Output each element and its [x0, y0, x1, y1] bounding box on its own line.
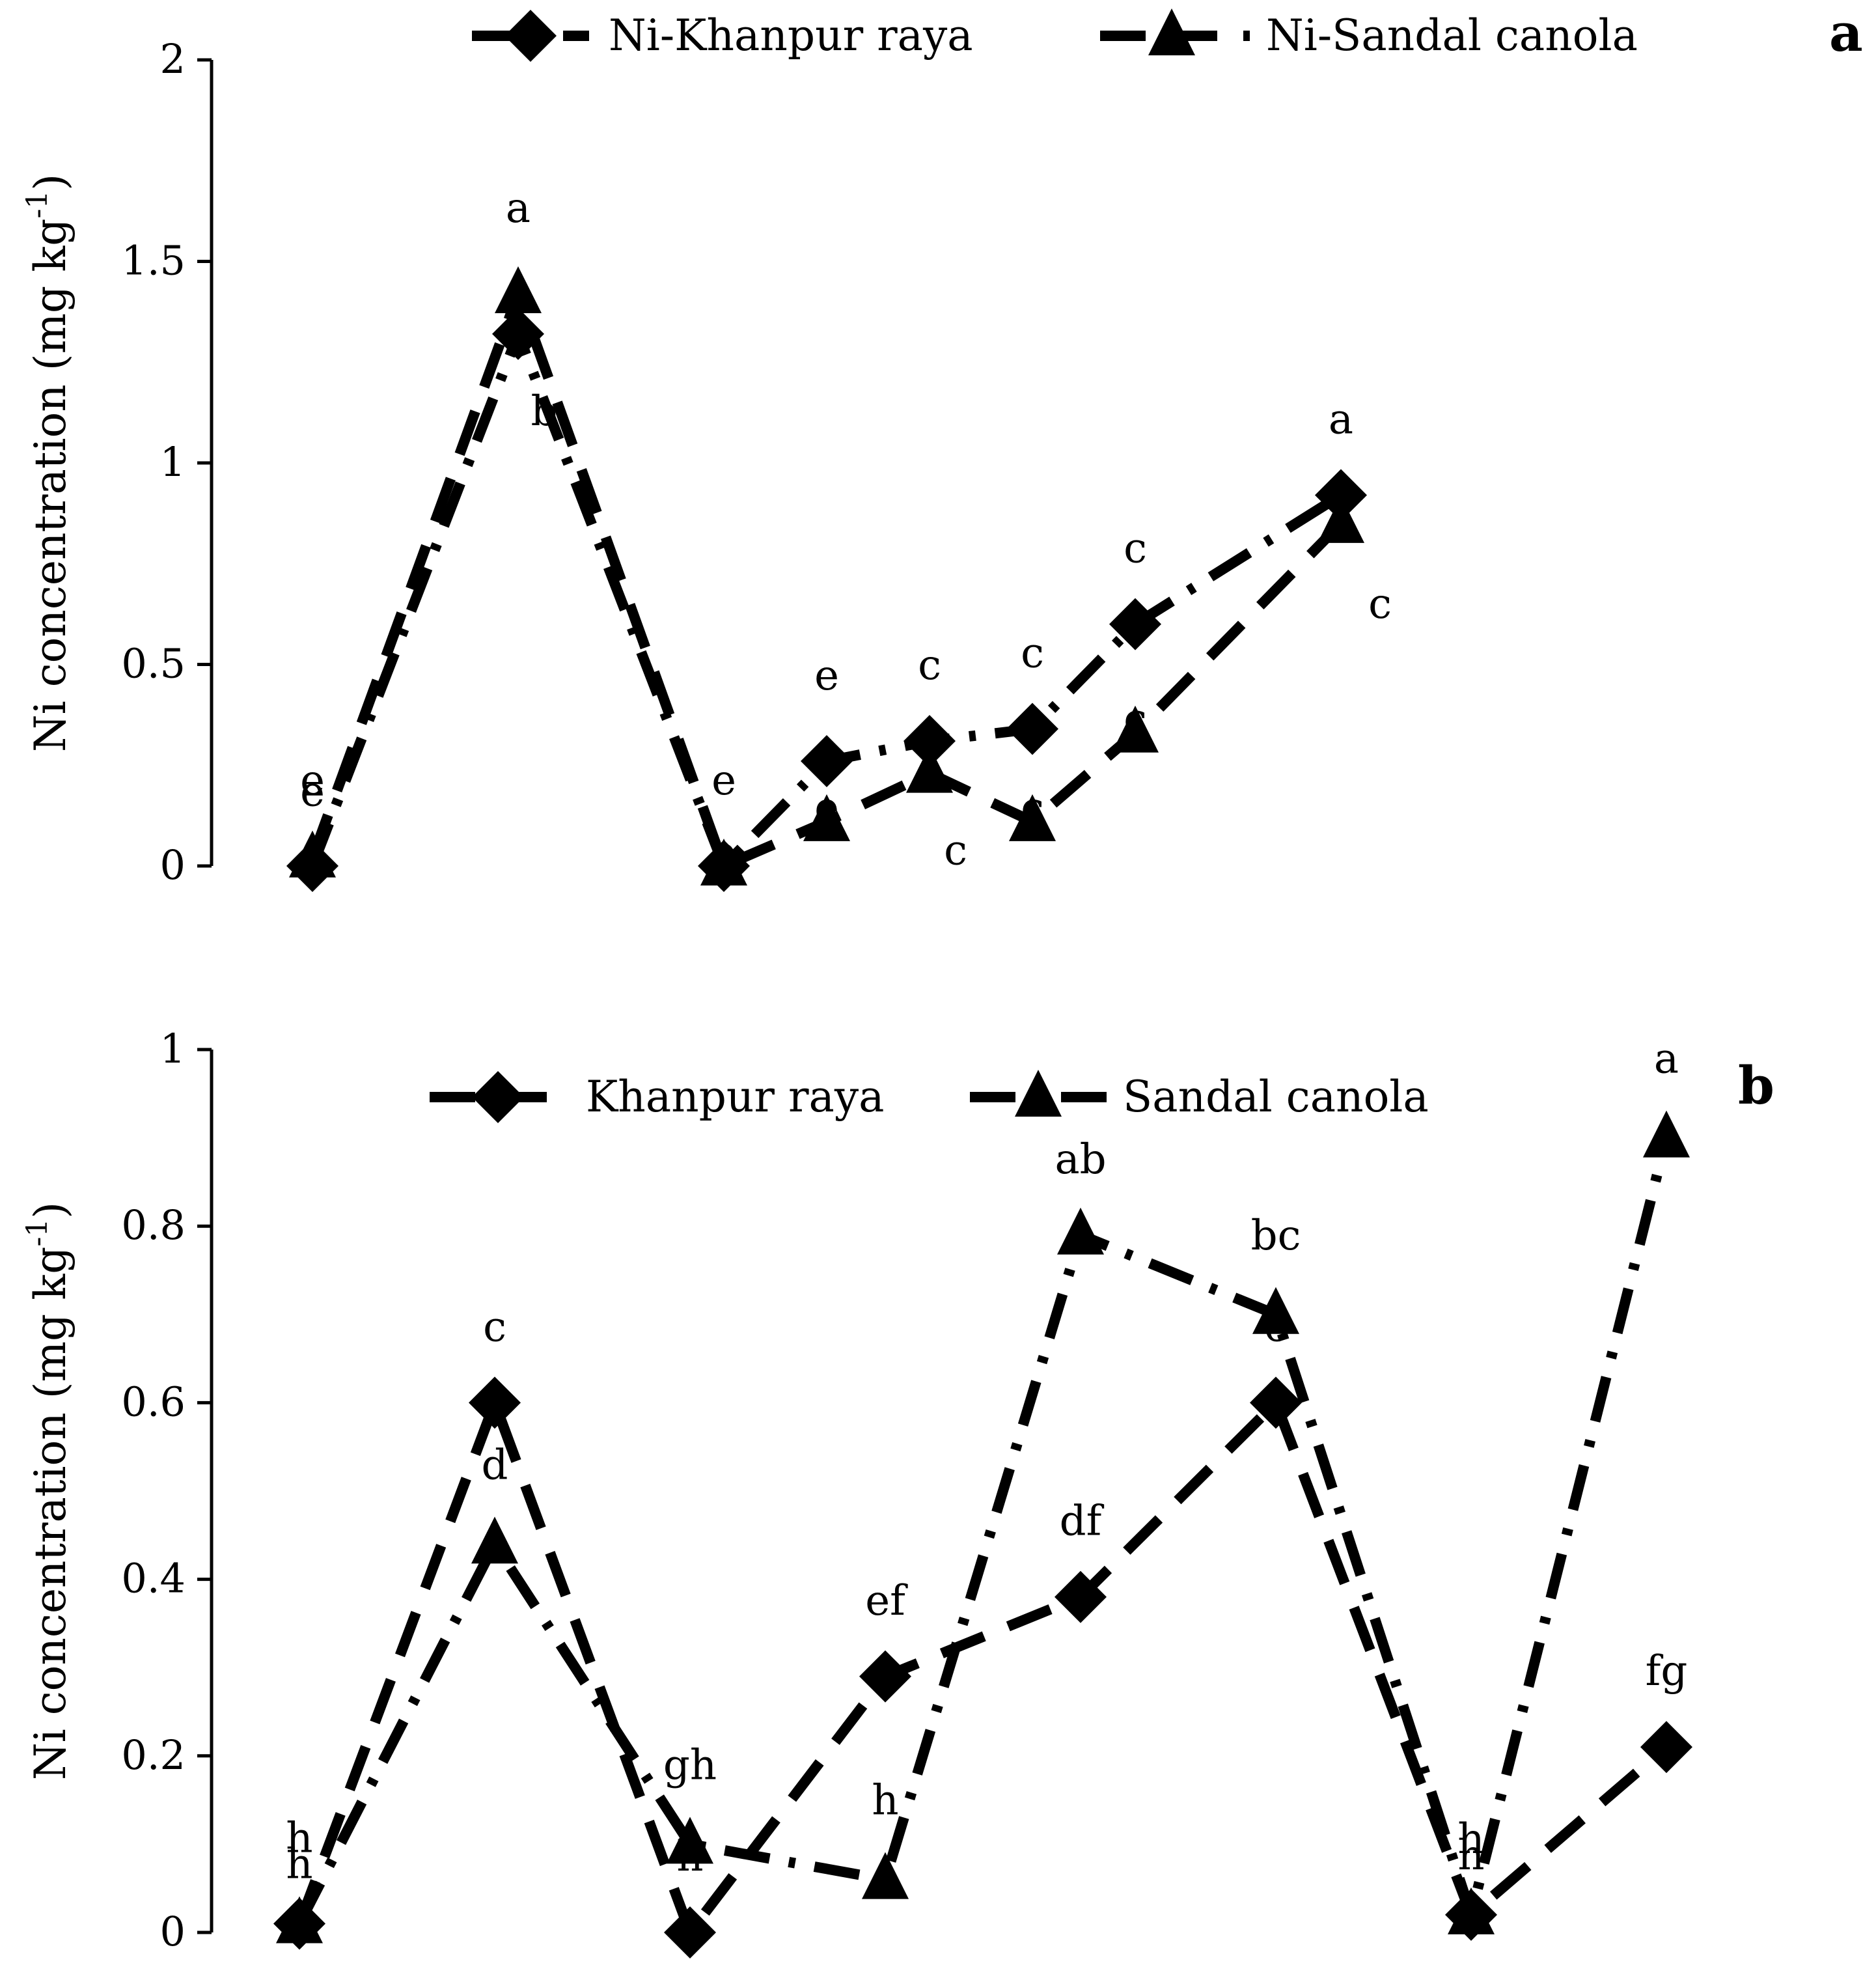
- significance-letter: h: [1457, 1832, 1484, 1880]
- significance-letter: e: [711, 757, 736, 805]
- significance-letter: h: [286, 1840, 312, 1888]
- significance-letter: a: [506, 184, 531, 232]
- y-axis-label: Ni concentration (mg kg-1): [21, 174, 76, 752]
- y-tick-label: 0.5: [121, 640, 186, 688]
- significance-letter: d: [482, 1441, 508, 1489]
- legend-label: Sandal canola: [1123, 1072, 1429, 1122]
- legend-entry: Ni-Sandal canola: [1100, 8, 1638, 61]
- significance-letter: h: [872, 1777, 898, 1825]
- significance-letter: e: [300, 757, 325, 805]
- panel-a-legend: Ni-Khanpur raya Ni-Sandal canola: [472, 8, 1638, 62]
- significance-letter: ef: [865, 1577, 908, 1625]
- significance-letter: c: [1124, 695, 1147, 744]
- legend-label: Ni-Khanpur raya: [609, 10, 973, 61]
- legend-entry: Khanpur raya: [430, 1071, 885, 1123]
- data-point-triangle: [906, 746, 953, 793]
- y-tick-label: 1.5: [121, 237, 186, 285]
- data-point-triangle: [1643, 1110, 1690, 1158]
- significance-letter: bc: [1251, 1212, 1301, 1260]
- panel-b-label: b: [1738, 1055, 1774, 1116]
- data-point-diamond: [1006, 703, 1058, 755]
- significance-letter: b: [531, 387, 558, 436]
- significance-letter: e: [814, 784, 839, 832]
- y-tick-label: 0.2: [121, 1731, 186, 1779]
- series-line: [294, 1136, 1672, 1927]
- data-point-diamond: [859, 1650, 911, 1703]
- legend-label: Ni-Sandal canola: [1266, 10, 1638, 61]
- chart-panel-b: 0 0.2 0.4 0.6 0.8 1 Ni concentration (mg kg-1…: [21, 1025, 1774, 1958]
- significance-letter: c: [483, 1303, 506, 1351]
- significance-letter: c: [1124, 525, 1147, 573]
- significance-letter: h: [1457, 1815, 1484, 1863]
- data-point-diamond: [469, 1376, 521, 1429]
- series-line: [307, 328, 1344, 871]
- legend-entry: Sandal canola: [970, 1070, 1429, 1122]
- data-point-diamond: [801, 735, 853, 788]
- significance-letter: c: [918, 641, 941, 690]
- y-tick-label: 0.4: [121, 1555, 186, 1602]
- data-point-triangle: [495, 266, 542, 314]
- significance-letter: c: [1021, 630, 1044, 678]
- significance-letter: c: [1021, 784, 1044, 832]
- y-tick-label: 1: [160, 1025, 186, 1072]
- significance-letter: c: [1368, 580, 1392, 628]
- significance-letter: df: [1060, 1498, 1105, 1546]
- y-tick-label: 0.6: [121, 1378, 186, 1425]
- significance-letter: h: [286, 1814, 312, 1862]
- chart-panel-a: 0 0.5 1 1.5 2 Ni concentration (mg kg-1) Ni-…: [21, 2, 1863, 892]
- significance-letter: ab: [1055, 1136, 1106, 1184]
- data-point-triangle: [471, 1516, 518, 1564]
- significance-letter: gh: [663, 1741, 717, 1789]
- panel-b-y-axis: 0 0.2 0.4 0.6 0.8 1: [121, 1025, 214, 1955]
- series-2: h d gh h ab bc h a: [276, 1035, 1690, 1944]
- data-point-diamond: [1640, 1721, 1692, 1774]
- significance-letter: c: [944, 827, 967, 875]
- panel-a-label: a: [1829, 2, 1863, 63]
- panel-a-y-axis-label: Ni concentration (mg kg-1): [21, 174, 76, 752]
- y-tick-label: 0: [160, 1908, 186, 1955]
- data-point-triangle: [862, 1852, 909, 1899]
- y-axis-label: Ni concentration (mg kg-1): [21, 1202, 76, 1780]
- y-tick-label: 0.8: [121, 1201, 186, 1249]
- significance-letter: e: [300, 768, 325, 816]
- legend-diamond-marker: [472, 1071, 524, 1123]
- significance-letter: e: [814, 652, 839, 700]
- panel-b-series: hchefdfchfghdghhabbcha: [273, 1035, 1692, 1958]
- panel-b-legend: Khanpur raya Sandal canola: [430, 1070, 1429, 1123]
- significance-letter: a: [1329, 396, 1353, 444]
- panel-b-y-axis-label: Ni concentration (mg kg-1): [21, 1202, 76, 1780]
- y-tick-label: 2: [160, 35, 186, 83]
- legend-diamond-marker: [504, 10, 557, 62]
- legend-triangle-marker: [1015, 1070, 1062, 1117]
- y-tick-label: 0: [160, 841, 186, 889]
- panel-a-y-axis: 0 0.5 1 1.5 2: [121, 35, 214, 889]
- data-point-triangle: [1057, 1207, 1104, 1255]
- significance-letter: e: [711, 828, 736, 876]
- significance-letter: fg: [1646, 1647, 1688, 1695]
- legend-label: Khanpur raya: [586, 1072, 885, 1122]
- legend-entry: Ni-Khanpur raya: [472, 10, 973, 62]
- y-tick-label: 1: [160, 438, 186, 486]
- significance-letter: a: [1654, 1035, 1679, 1083]
